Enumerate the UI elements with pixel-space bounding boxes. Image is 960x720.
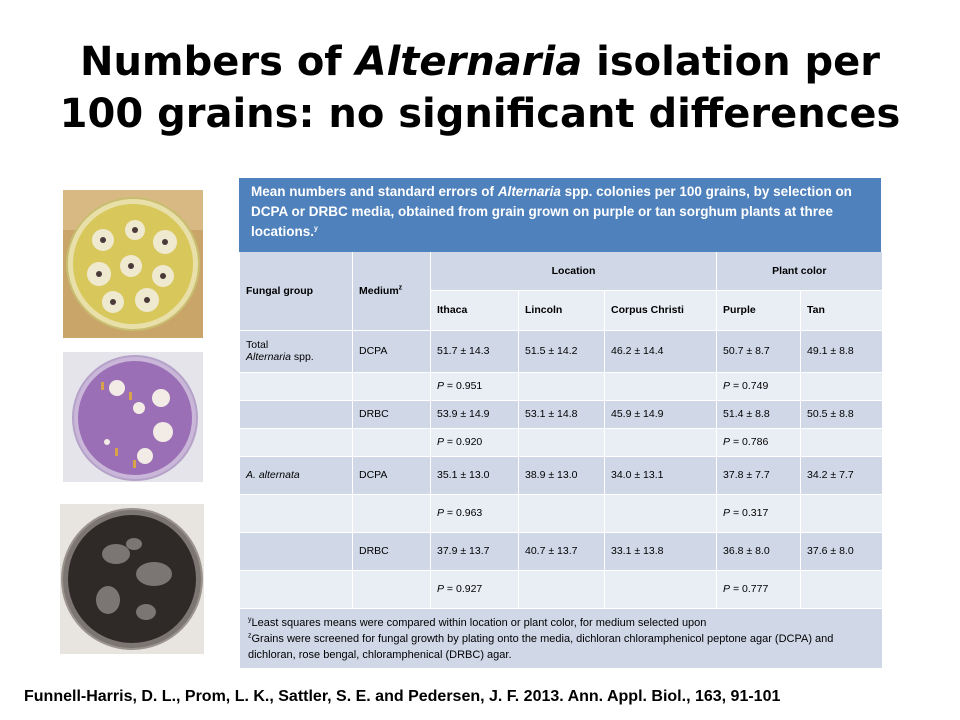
citation: Funnell-Harris, D. L., Prom, L. K., Satt… <box>24 688 781 705</box>
cell-medium: DRBC <box>352 532 431 571</box>
header-location: Location <box>429 252 717 291</box>
table-row: DRBC 53.9 ± 14.9 53.1 ± 14.8 45.9 ± 14.9… <box>239 400 882 429</box>
cell-corpus-christi: 34.0 ± 13.1 <box>603 456 717 495</box>
table-footnotes: yLeast squares means were compared withi… <box>238 608 882 669</box>
cell-ithaca: 35.1 ± 13.0 <box>430 456 519 495</box>
header-medium: Mediumz <box>352 252 431 331</box>
row-label-a-alternata: A. alternata <box>239 456 353 495</box>
table-row-p-values: P = 0.963 P = 0.317 <box>239 494 882 533</box>
header-lincoln: Lincoln <box>518 290 605 331</box>
cell-p-location: P = 0.963 <box>430 494 519 533</box>
row-label-total: Total Alternaria spp. <box>239 330 353 373</box>
header-fungal-group: Fungal group <box>239 252 353 331</box>
cell-corpus-christi: 45.9 ± 14.9 <box>603 400 717 429</box>
table-row-p-values: P = 0.951 P = 0.749 <box>239 372 882 401</box>
cell-medium: DCPA <box>352 330 431 373</box>
petri-dish-yellow-photo <box>63 190 203 338</box>
petri-dish-purple-photo <box>63 352 203 482</box>
header-tan: Tan <box>800 290 882 331</box>
cell-tan: 34.2 ± 7.7 <box>800 456 882 495</box>
colony-table: Mean numbers and standard errors of Alte… <box>238 178 882 669</box>
header-ithaca: Ithaca <box>430 290 519 331</box>
cell-purple: 51.4 ± 8.8 <box>716 400 801 429</box>
table-row: A. alternata DCPA 35.1 ± 13.0 38.9 ± 13.… <box>239 456 882 495</box>
cell-corpus-christi: 46.2 ± 14.4 <box>603 330 717 373</box>
cell-ithaca: 53.9 ± 14.9 <box>430 400 519 429</box>
cell-ithaca: 37.9 ± 13.7 <box>430 532 519 571</box>
cell-tan: 49.1 ± 8.8 <box>800 330 882 373</box>
cell-ithaca: 51.7 ± 14.3 <box>430 330 519 373</box>
table-row-p-values: P = 0.920 P = 0.786 <box>239 428 882 457</box>
cell-p-location: P = 0.920 <box>430 428 519 457</box>
cell-medium: DCPA <box>352 456 431 495</box>
table-row: Total Alternaria spp. DCPA 51.7 ± 14.3 51… <box>239 330 882 373</box>
slide-title: Numbers of Alternaria isolation per 100 … <box>40 36 920 140</box>
cell-lincoln: 53.1 ± 14.8 <box>518 400 605 429</box>
cell-p-plant-color: P = 0.786 <box>716 428 801 457</box>
header-purple: Purple <box>716 290 801 331</box>
title-line-2: 100 grains: no significant differences <box>59 91 901 137</box>
cell-p-plant-color: P = 0.317 <box>716 494 801 533</box>
petri-dish-dark-photo <box>60 504 204 654</box>
cell-tan: 50.5 ± 8.8 <box>800 400 882 429</box>
cell-p-location: P = 0.951 <box>430 372 519 401</box>
cell-purple: 36.8 ± 8.0 <box>716 532 801 571</box>
table-row: DRBC 37.9 ± 13.7 40.7 ± 13.7 33.1 ± 13.8… <box>239 532 882 571</box>
cell-lincoln: 38.9 ± 13.0 <box>518 456 605 495</box>
header-plant-color: Plant color <box>716 252 882 291</box>
cell-purple: 37.8 ± 7.7 <box>716 456 801 495</box>
cell-p-plant-color: P = 0.749 <box>716 372 801 401</box>
cell-lincoln: 51.5 ± 14.2 <box>518 330 605 373</box>
footnote-z: zGrains were screened for fungal growth … <box>248 631 834 661</box>
cell-corpus-christi: 33.1 ± 13.8 <box>603 532 717 571</box>
cell-purple: 50.7 ± 8.7 <box>716 330 801 373</box>
cell-p-location: P = 0.927 <box>430 570 519 609</box>
cell-p-plant-color: P = 0.777 <box>716 570 801 609</box>
header-corpus-christi: Corpus Christi <box>603 290 717 331</box>
table-row-p-values: P = 0.927 P = 0.777 <box>239 570 882 609</box>
cell-tan: 37.6 ± 8.0 <box>800 532 882 571</box>
title-line-1: Numbers of Alternaria isolation per <box>79 39 881 85</box>
table-caption: Mean numbers and standard errors of Alte… <box>239 178 881 252</box>
footnote-y: yLeast squares means were compared withi… <box>248 615 707 629</box>
cell-medium: DRBC <box>352 400 431 429</box>
cell-lincoln: 40.7 ± 13.7 <box>518 532 605 571</box>
